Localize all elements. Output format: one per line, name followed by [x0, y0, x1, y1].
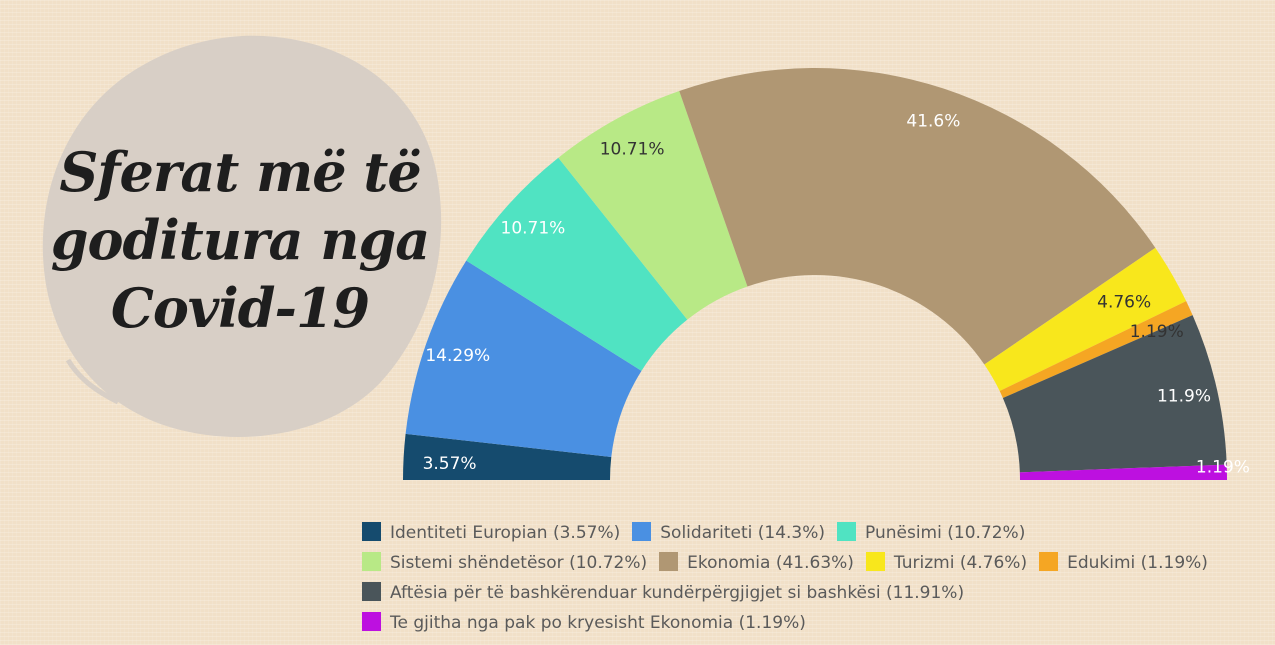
chart-slices: [403, 68, 1227, 480]
legend-item-solidariteti[interactable]: Solidariteti (14.3%): [632, 518, 825, 548]
slice-turizmi: [984, 247, 1187, 392]
legend-label: Aftësia për të bashkërenduar kundërpërgj…: [390, 583, 965, 603]
legend-label: Solidariteti (14.3%): [660, 523, 826, 543]
slice-edukimi: [999, 301, 1193, 398]
data-label-sistemi-shendetesor: 10.71%: [600, 140, 665, 160]
legend-row: Aftësia për të bashkërenduar kundërpërgj…: [362, 578, 1220, 608]
legend-row: Identiteti Europian (3.57%) Solidariteti …: [362, 518, 1220, 548]
slice-identiteti-europian: [403, 433, 612, 480]
legend-swatch: [362, 522, 381, 541]
legend-swatch: [362, 552, 381, 571]
legend-label: Punësimi (10.72%): [865, 523, 1026, 543]
legend-swatch: [659, 552, 679, 571]
title-line-2: goditura nga: [50, 208, 431, 272]
data-label-te-gjitha-nga-pak-po-kryesisht-ekonomia: 1.19%: [1196, 457, 1250, 477]
data-label-identiteti-europian: 3.57%: [423, 454, 477, 474]
legend-label: Sistemi shëndetësor (10.72%): [390, 553, 648, 573]
slice-sistemi-shendetesor: [558, 91, 748, 320]
chart-legend: Identiteti Europian (3.57%) Solidariteti …: [362, 518, 1220, 638]
legend-row: Sistemi shëndetësor (10.72%) Ekonomia (41…: [362, 548, 1220, 578]
legend-swatch: [632, 522, 652, 541]
data-label-solidariteti: 14.29%: [425, 346, 490, 366]
title-background-blob: [42, 35, 442, 437]
data-label-edukimi: 1.19%: [1130, 322, 1184, 342]
slice-punesimi: [466, 157, 688, 371]
legend-item-identiteti-europian[interactable]: Identiteti Europian (3.57%): [362, 518, 620, 548]
legend-label: Identiteti Europian (3.57%): [390, 523, 621, 543]
legend-item-turizmi[interactable]: Turizmi (4.76%): [865, 548, 1028, 578]
legend-row: Te gjitha nga pak po kryesisht Ekonomia …: [362, 608, 1220, 638]
title-line-1: Sferat më të: [59, 140, 421, 204]
legend-label: Edukimi (1.19%): [1067, 553, 1208, 573]
legend-swatch: [865, 552, 885, 571]
data-label-turizmi: 4.76%: [1097, 292, 1151, 312]
legend-swatch: [362, 582, 381, 601]
legend-label: Te gjitha nga pak po kryesisht Ekonomia …: [390, 613, 806, 633]
legend-label: Turizmi (4.76%): [893, 553, 1028, 573]
legend-item-te-gjitha-nga-pak-po-kryesisht-ekonomia[interactable]: Te gjitha nga pak po kryesisht Ekonomia …: [362, 608, 806, 638]
legend-label: Ekonomia (41.63%): [687, 553, 854, 573]
chart-title: Sferat më të goditura nga Covid-19: [40, 138, 440, 342]
legend-item-edukimi[interactable]: Edukimi (1.19%): [1039, 548, 1208, 578]
legend-item-sistemi-shendetesor[interactable]: Sistemi shëndetësor (10.72%): [362, 548, 647, 578]
slice-aftesia-per-te-bashkerenduar-kunderpergjigjet-si-bashkesi: [1002, 315, 1227, 473]
legend-swatch: [837, 522, 857, 541]
legend-item-aftesia-per-te-bashkerenduar-kunderpergjigjet-si-bashkesi[interactable]: Aftësia për të bashkërenduar kundërpërgj…: [362, 578, 964, 608]
data-label-punesimi: 10.71%: [501, 219, 566, 239]
slice-te-gjitha-nga-pak-po-kryesisht-ekonomia: [1019, 464, 1227, 480]
legend-item-punesimi[interactable]: Punësimi (10.72%): [837, 518, 1025, 548]
slice-ekonomia: [679, 68, 1156, 365]
legend-item-ekonomia[interactable]: Ekonomia (41.63%): [659, 548, 854, 578]
data-label-ekonomia: 41.6%: [906, 111, 960, 131]
title-line-3: Covid-19: [110, 276, 370, 340]
data-label-aftesia-per-te-bashkerenduar-kunderpergjigjet-si-bashkesi: 11.9%: [1157, 387, 1211, 407]
legend-swatch: [1039, 552, 1059, 571]
legend-swatch: [362, 612, 381, 631]
chart-data-labels: 3.57% 14.29% 10.71% 10.71% 41.6% 4.76% 1.19% 11…: [423, 111, 1250, 477]
slice-solidariteti: [405, 260, 642, 458]
